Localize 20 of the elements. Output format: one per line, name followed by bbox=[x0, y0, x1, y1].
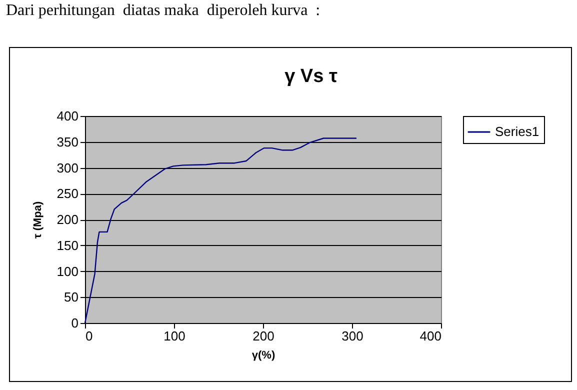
text: Dari perhitungan diatas maka diperoleh kurva : bbox=[6, 2, 320, 20]
y-tick-label: 350 bbox=[56, 134, 78, 150]
y-tick-label: 250 bbox=[56, 186, 78, 202]
x-tick-label: 200 bbox=[252, 328, 274, 344]
y-tick-label: 100 bbox=[56, 264, 78, 279]
x-tick-label: 100 bbox=[164, 328, 186, 344]
y-tick-label: 300 bbox=[56, 160, 78, 176]
y-axis-title: τ (Mpa) bbox=[32, 201, 44, 239]
line-series bbox=[84, 138, 358, 324]
x-tick-label: 400 bbox=[420, 328, 442, 344]
y-tick-label: 150 bbox=[56, 238, 78, 253]
y-tick-label: 400 bbox=[56, 108, 78, 124]
y-tick-label: 50 bbox=[64, 290, 78, 305]
legend-label: Series1 bbox=[495, 124, 540, 139]
x-tick-label: 300 bbox=[342, 328, 364, 344]
y-tick-label: 0 bbox=[71, 316, 78, 330]
chart-title: γ Vs τ bbox=[284, 66, 338, 87]
x-axis-title: γ(%) bbox=[252, 350, 276, 362]
x-tick-label: 0 bbox=[86, 328, 93, 344]
y-tick-label: 200 bbox=[56, 212, 78, 227]
